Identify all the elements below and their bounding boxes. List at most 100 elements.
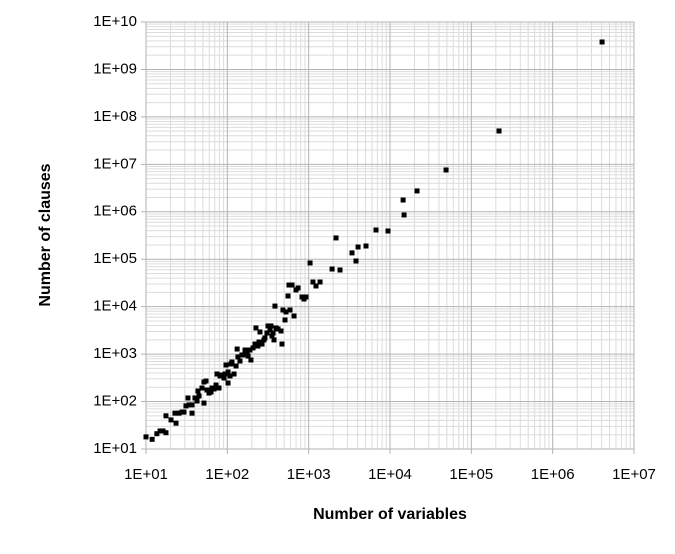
point <box>313 283 319 289</box>
point <box>278 328 284 334</box>
point <box>214 371 220 377</box>
point <box>295 285 301 291</box>
point <box>285 293 291 299</box>
point <box>283 309 289 315</box>
point <box>240 352 246 358</box>
point <box>160 428 166 434</box>
point <box>225 369 231 375</box>
point <box>172 410 178 416</box>
point <box>223 362 229 368</box>
point <box>157 428 163 434</box>
point <box>192 395 198 401</box>
y-tick-label: 1E+03 <box>93 345 137 362</box>
point <box>231 371 237 377</box>
point <box>287 307 293 313</box>
point <box>143 434 149 440</box>
point <box>337 267 343 273</box>
point <box>400 197 406 203</box>
point <box>196 393 202 399</box>
x-tick-label: 1E+05 <box>449 466 493 483</box>
point <box>219 372 225 378</box>
point <box>329 266 335 272</box>
point <box>333 235 339 241</box>
point <box>355 244 361 250</box>
point <box>185 395 191 401</box>
x-tick-label: 1E+03 <box>287 466 331 483</box>
point <box>216 385 222 391</box>
point <box>252 341 258 347</box>
point <box>317 279 323 285</box>
point <box>599 39 605 45</box>
point <box>401 212 407 218</box>
point <box>227 373 233 379</box>
point <box>259 341 265 347</box>
point <box>496 128 502 134</box>
y-tick-label: 1E+08 <box>93 108 137 125</box>
point <box>291 313 297 319</box>
point <box>310 279 316 285</box>
point <box>256 339 262 345</box>
point <box>264 330 270 336</box>
point <box>154 431 160 437</box>
point <box>235 354 241 360</box>
point <box>208 389 214 395</box>
point <box>414 188 420 194</box>
point <box>244 349 250 355</box>
point <box>280 307 286 313</box>
y-tick-label: 1E+09 <box>93 60 137 77</box>
point <box>279 341 285 347</box>
y-tick-label: 1E+02 <box>93 393 137 410</box>
point <box>443 167 449 173</box>
point <box>168 417 174 423</box>
point <box>211 386 217 392</box>
point <box>272 303 278 309</box>
point <box>222 371 228 377</box>
point <box>183 403 189 409</box>
y-tick-label: 1E+06 <box>93 203 137 220</box>
point <box>250 345 256 351</box>
x-axis-title: Number of variables <box>313 506 467 523</box>
point <box>189 402 195 408</box>
point <box>271 337 277 343</box>
point <box>262 335 268 341</box>
point <box>269 333 275 339</box>
point <box>237 358 243 364</box>
point <box>255 343 261 349</box>
point <box>349 250 355 256</box>
point <box>176 410 182 416</box>
y-tick-label: 1E+04 <box>93 298 137 315</box>
y-tick-label: 1E+07 <box>93 155 137 172</box>
point <box>189 410 195 416</box>
point <box>233 363 239 369</box>
point <box>253 325 259 331</box>
point <box>186 402 192 408</box>
point <box>163 413 169 419</box>
point <box>265 323 271 329</box>
y-axis-title: Number of clauses <box>37 163 54 306</box>
point <box>248 357 254 363</box>
point <box>163 430 169 436</box>
y-tick-label: 1E+01 <box>93 440 137 457</box>
point <box>247 347 253 353</box>
point <box>221 375 227 381</box>
plot-frame <box>145 21 635 450</box>
point <box>195 388 201 394</box>
y-tick-label: 1E+10 <box>93 13 137 30</box>
point <box>194 398 200 404</box>
point <box>307 260 313 266</box>
point <box>149 436 155 442</box>
point <box>303 294 309 300</box>
point <box>286 282 292 288</box>
point <box>289 282 295 288</box>
y-tick-label: 1E+05 <box>93 250 137 267</box>
point <box>181 409 187 415</box>
point <box>373 227 379 233</box>
point <box>199 385 205 391</box>
point <box>353 258 359 264</box>
point <box>270 330 276 336</box>
point <box>267 327 273 333</box>
point <box>201 400 207 406</box>
point <box>268 323 274 329</box>
x-tick-label: 1E+07 <box>612 466 656 483</box>
